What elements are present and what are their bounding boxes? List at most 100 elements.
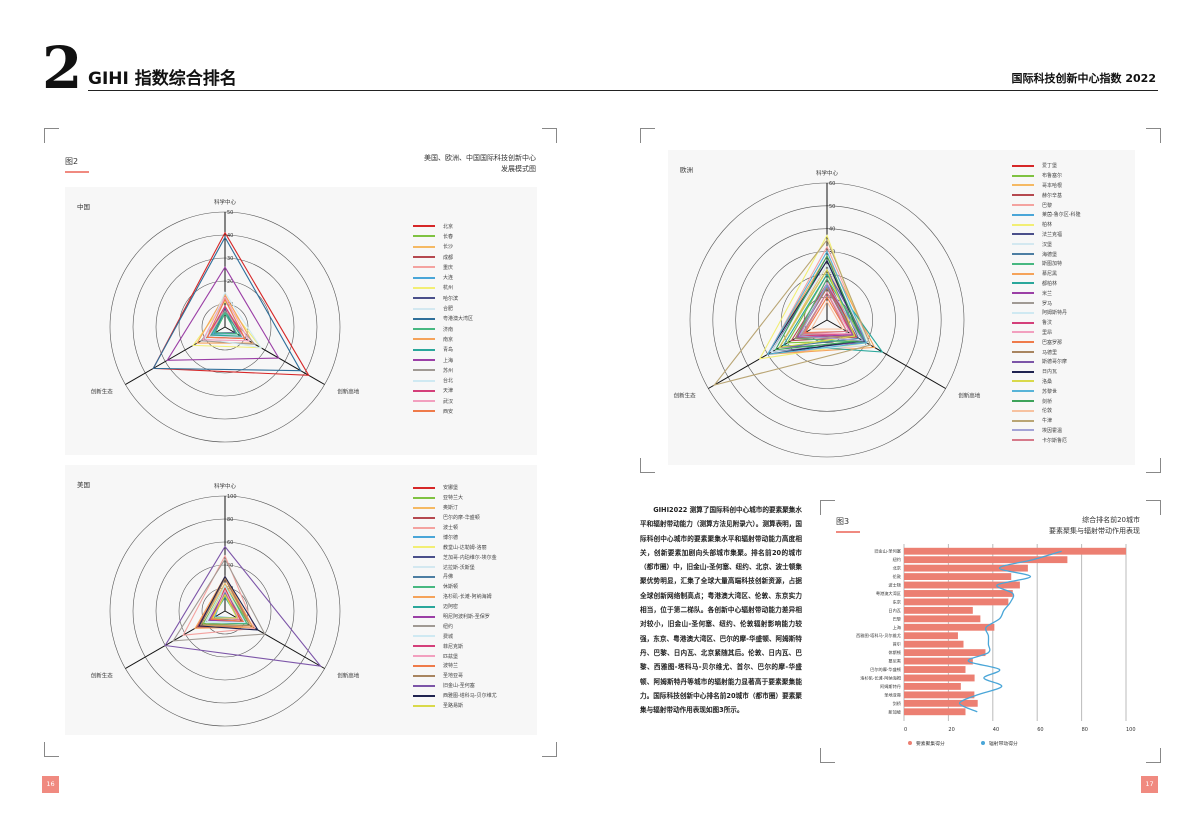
legend-swatch: [1012, 184, 1034, 187]
legend-label: 达拉斯-沃斯堡: [443, 564, 475, 571]
legend-swatch: [413, 605, 435, 608]
legend-label: 芝加哥-内珀维尔-埃尔金: [443, 554, 497, 561]
legend-swatch: [1012, 213, 1034, 216]
legend-label: 教堂山-达勒姆-洛丽: [443, 544, 487, 551]
legend-item: 洛杉矶-长滩-阿纳海姆: [413, 592, 497, 602]
legend-swatch: [413, 338, 435, 341]
legend-swatch: [413, 317, 435, 320]
legend-swatch: [413, 400, 435, 403]
legend-label: 匹兹堡: [443, 653, 459, 660]
legend-swatch: [413, 566, 435, 569]
legend-swatch: [413, 389, 435, 392]
legend-label: 长沙: [443, 244, 454, 251]
legend-swatch: [1012, 174, 1034, 177]
radar-series-剑桥: [774, 254, 864, 351]
category-label: 波士顿: [888, 582, 901, 589]
legend-item: 慕尼黑: [1012, 269, 1081, 279]
legend-item: 斯德哥尔摩: [1012, 357, 1081, 367]
legend-item: 西安: [413, 406, 473, 416]
category-label: 北京: [893, 565, 901, 572]
legend-label: 纽约: [443, 623, 454, 630]
legend-item: 法兰克福: [1012, 230, 1081, 240]
frame-corner: [1146, 748, 1161, 763]
category-label: 东京: [893, 598, 901, 605]
legend-item: 安娜堡: [413, 483, 497, 493]
bar-洛杉矶-长滩-阿纳海姆: [904, 674, 975, 682]
legend-label: 台北: [443, 378, 454, 385]
legend-swatch: [413, 379, 435, 382]
legend-label: 阿姆斯特丹: [1042, 310, 1068, 317]
legend-label: 西雅图-塔科马-贝尔维尤: [443, 693, 497, 700]
legend-label: 杭州: [443, 285, 454, 292]
legend-item: 芝加哥-内珀维尔-埃尔金: [413, 552, 497, 562]
x-tick-label: 20: [948, 727, 954, 733]
legend-label: 亚特兰大: [443, 495, 464, 502]
frame-corner: [44, 128, 59, 143]
radar-series-杭州: [192, 300, 263, 349]
legend-label: 都柏林: [1042, 280, 1058, 287]
legend-item: 教堂山-达勒姆-洛丽: [413, 542, 497, 552]
legend-swatch: [413, 526, 435, 529]
legend-label: 卡尔斯鲁厄: [1042, 437, 1068, 444]
radar-series-纽约: [172, 558, 266, 642]
legend-label: 莱茵-鲁尔区-科隆: [1042, 212, 1081, 219]
radar-series-南京: [196, 293, 254, 344]
legend-swatch: [1012, 370, 1034, 373]
bar-西雅图-塔科马-贝尔维尤: [904, 632, 958, 640]
legend-swatch: [1012, 360, 1034, 363]
legend-marker-line: [981, 741, 985, 745]
radar-series-武汉: [202, 295, 250, 342]
frame-corner: [640, 128, 655, 143]
radar-tick-label: 80: [227, 517, 233, 523]
frame-corner: [542, 128, 557, 143]
radar-series-波特兰: [210, 593, 244, 622]
radiation-score-line: [958, 550, 1062, 713]
radar-series-西安: [206, 298, 246, 340]
radar-series-明尼阿波利斯-圣保罗: [208, 589, 244, 622]
radar-axis-line: [826, 319, 946, 389]
legend-label: 迈阿密: [443, 604, 459, 611]
x-tick-label: 40: [993, 727, 999, 733]
legend-label: 法兰克福: [1042, 231, 1063, 238]
legend-item: 北京: [413, 221, 473, 231]
radar-series-旧金山-圣何塞: [164, 545, 322, 667]
body-paragraph: GIHI2022 测算了国际科创中心城市的要素聚集水平和辐射带动能力（测算方法见…: [640, 506, 802, 715]
page-number-right: 17: [1141, 776, 1158, 793]
figure2-title: 美国、欧洲、中国国际科技创新中心 发展模式图: [424, 153, 536, 175]
legend-item: 匹兹堡: [413, 651, 497, 661]
radar-series-斯图加特: [794, 277, 868, 344]
legend-label: 圣路易斯: [443, 703, 464, 710]
legend-swatch: [1012, 439, 1034, 442]
legend-label: 爱丁堡: [1042, 163, 1058, 170]
category-label: 首尔: [893, 641, 901, 648]
legend-item: 里昂: [1012, 328, 1081, 338]
legend-label: 重庆: [443, 264, 454, 271]
radar-axis-label: 科学中心: [214, 198, 237, 206]
x-tick-label: 60: [1037, 727, 1043, 733]
frame-corner: [542, 742, 557, 757]
panel-title-china: 中国: [77, 203, 90, 211]
legend-swatch: [413, 615, 435, 618]
bar-首尔: [904, 640, 964, 648]
legend-item: 达拉斯-沃斯堡: [413, 562, 497, 572]
legend-item: 合肥: [413, 303, 473, 313]
legend-label: 洛桑: [1042, 378, 1053, 385]
legend-swatch: [413, 684, 435, 687]
x-tick-label: 0: [904, 727, 907, 733]
legend-swatch: [1012, 419, 1034, 422]
legend-label: 成都: [443, 254, 454, 261]
legend-swatch: [1012, 164, 1034, 167]
china-radar-panel: 中国 科学中心 创新高地 创新生态 10 20 30 40 50 北京 长春 长沙 成都 重庆 大连 杭州…: [65, 187, 537, 455]
legend-item: 休斯顿: [413, 582, 497, 592]
legend-label-bar: 要素聚集得分: [916, 740, 945, 747]
radar-tick-label: 40: [227, 563, 233, 569]
legend-item: 柏林: [1012, 220, 1081, 230]
legend-item: 武汉: [413, 396, 473, 406]
legend-label: 武汉: [443, 398, 454, 405]
legend-item: 杭州: [413, 283, 473, 293]
legend-label: 休斯顿: [443, 584, 459, 591]
legend-swatch: [1012, 223, 1034, 226]
legend-swatch: [1012, 204, 1034, 207]
